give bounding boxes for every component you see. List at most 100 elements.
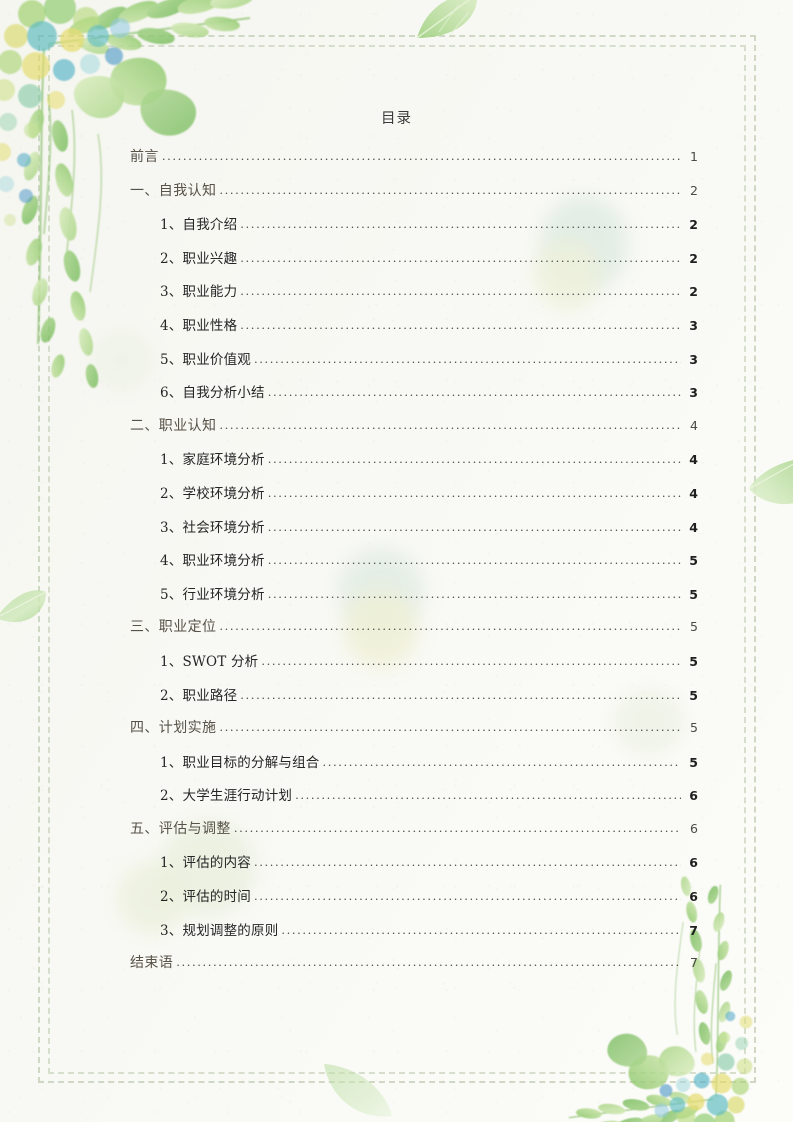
toc-page-number: 4	[689, 485, 698, 501]
toc-entry-label: 4、职业性格	[160, 317, 238, 334]
toc-entry[interactable]: 一、自我认知..................................…	[0, 180, 793, 214]
toc-dot-leader: ........................................…	[267, 588, 681, 601]
toc-entry[interactable]: 1、职业目标的分解与组合............................…	[0, 751, 793, 785]
toc-entry[interactable]: 2、评估的时间.................................…	[0, 885, 793, 919]
toc-entry-label: 五、评估与调整	[130, 820, 231, 837]
toc-dot-leader: ........................................…	[267, 454, 681, 466]
toc-entry-label: 2、学校环境分析	[160, 485, 265, 502]
toc-entry[interactable]: 1、评估的内容.................................…	[0, 851, 793, 885]
toc-entry[interactable]: 1、自我介绍..................................…	[0, 213, 793, 247]
toc-page-number: 2	[689, 217, 698, 233]
toc-page-number: 5	[689, 687, 698, 703]
toc-entry-label: 1、评估的内容	[160, 855, 251, 872]
toc-entry[interactable]: 五、评估与调整.................................…	[0, 818, 793, 852]
toc-entry[interactable]: 前言......................................…	[0, 146, 793, 180]
toc-dot-leader: ........................................…	[240, 252, 681, 265]
toc-dot-leader: ........................................…	[240, 689, 681, 701]
toc-page-number: 3	[689, 385, 698, 401]
toc-page-number: 7	[689, 922, 698, 938]
toc-page-number: 4	[690, 417, 698, 433]
toc-content: 目录 前言...................................…	[0, 111, 793, 986]
toc-page-number: 3	[689, 317, 698, 333]
toc-dot-leader: ........................................…	[219, 184, 681, 197]
toc-page-number: 5	[689, 553, 698, 569]
toc-page-number: 5	[689, 586, 698, 602]
toc-dot-leader: ........................................…	[267, 555, 681, 567]
page-title: 目录	[381, 111, 412, 127]
toc-page-number: 2	[690, 182, 698, 198]
toc-dot-leader: ........................................…	[261, 655, 681, 668]
toc-entry[interactable]: 4、职业环境分析................................…	[0, 549, 793, 583]
toc-entry[interactable]: 2、学校环境分析................................…	[0, 482, 793, 516]
toc-dot-leader: ........................................…	[219, 419, 681, 432]
toc-entry-label: 5、职业价值观	[160, 351, 251, 368]
toc-page-number: 2	[689, 250, 698, 266]
toc-page-number: 6	[689, 855, 698, 871]
toc-dot-leader: ........................................…	[240, 319, 681, 332]
toc-page-number: 6	[689, 889, 698, 905]
toc-page-number: 3	[689, 351, 698, 367]
toc-entry-label: 6、自我分析小结	[160, 385, 265, 402]
bottom-edge-leaf-icon	[324, 1064, 392, 1117]
toc-dot-leader: ........................................…	[219, 621, 681, 633]
toc-entry-label: 前言	[130, 149, 159, 165]
toc-page-number: 2	[689, 284, 698, 300]
toc-dot-leader: ........................................…	[219, 722, 681, 734]
toc-entry-label: 结束语	[130, 955, 174, 972]
toc-dot-leader: ........................................…	[295, 790, 681, 802]
toc-dot-leader: ........................................…	[161, 151, 681, 163]
toc-entry-label: 2、大学生涯行动计划	[160, 788, 293, 805]
toc-dot-leader: ........................................…	[240, 219, 681, 231]
toc-entry[interactable]: 四、计划实施..................................…	[0, 717, 793, 751]
toc-dot-leader: ........................................…	[233, 822, 681, 835]
toc-entry-label: 3、规划调整的原则	[160, 922, 279, 939]
toc-entry-label: 1、职业目标的分解与组合	[160, 754, 320, 771]
toc-entry[interactable]: 二、职业认知..................................…	[0, 415, 793, 449]
toc-dot-leader: ........................................…	[176, 957, 681, 969]
toc-page-number: 5	[689, 754, 698, 770]
toc-entry[interactable]: 3、职业能力..................................…	[0, 280, 793, 314]
toc-entry-label: 二、职业认知	[130, 417, 217, 434]
toc-page-number: 5	[690, 720, 698, 736]
toc-dot-leader: ........................................…	[267, 521, 681, 534]
toc-entry-label: 四、计划实施	[130, 720, 217, 737]
toc-page-number: 5	[689, 653, 698, 669]
toc-entry[interactable]: 4、职业性格..................................…	[0, 314, 793, 348]
toc-entry-label: 4、职业环境分析	[160, 553, 265, 570]
toc-dot-leader: ........................................…	[267, 387, 681, 399]
toc-entry-label: 5、行业环境分析	[160, 586, 265, 603]
toc-dot-leader: ........................................…	[267, 487, 681, 500]
toc-page-number: 4	[689, 519, 698, 535]
toc-dot-leader: ........................................…	[254, 353, 681, 366]
toc-entry[interactable]: 5、职业价值观.................................…	[0, 348, 793, 382]
toc-entry-label: 1、自我介绍	[160, 217, 238, 234]
toc-entry[interactable]: 三、职业定位..................................…	[0, 616, 793, 650]
toc-entry-label: 三、职业定位	[130, 619, 217, 636]
toc-page-number: 6	[689, 788, 698, 804]
toc-entry[interactable]: 2、职业兴趣..................................…	[0, 247, 793, 281]
toc-entry-label: 2、评估的时间	[160, 889, 251, 906]
toc-page-number: 4	[689, 452, 698, 468]
toc-entry-label: 2、职业兴趣	[160, 250, 238, 267]
toc-entry[interactable]: 1、SWOT 分析...............................…	[0, 650, 793, 684]
toc-entry[interactable]: 6、自我分析小结................................…	[0, 381, 793, 415]
toc-entry[interactable]: 5、行业环境分析................................…	[0, 583, 793, 617]
toc-page-number: 6	[690, 820, 698, 836]
toc-entry[interactable]: 2、职业路径..................................…	[0, 684, 793, 718]
toc-entry-label: 3、职业能力	[160, 284, 238, 301]
toc-entry-label: 3、社会环境分析	[160, 519, 265, 536]
toc-dot-leader: ........................................…	[281, 924, 681, 937]
toc-page-number: 1	[690, 149, 698, 164]
toc-entry[interactable]: 结束语.....................................…	[0, 952, 793, 986]
toc-entry[interactable]: 3、社会环境分析................................…	[0, 516, 793, 550]
toc-entry-label: 一、自我认知	[130, 182, 217, 199]
toc-entry[interactable]: 3、规划调整的原则...............................…	[0, 919, 793, 953]
toc-entry[interactable]: 2、大学生涯行动计划..............................…	[0, 784, 793, 818]
toc-dot-leader: ........................................…	[322, 756, 682, 769]
toc-dot-leader: ........................................…	[254, 857, 681, 869]
toc-dot-leader: ........................................…	[240, 286, 681, 298]
toc-list: 前言......................................…	[0, 128, 793, 986]
toc-entry[interactable]: 1、家庭环境分析................................…	[0, 448, 793, 482]
toc-entry-label: 2、职业路径	[160, 687, 238, 704]
